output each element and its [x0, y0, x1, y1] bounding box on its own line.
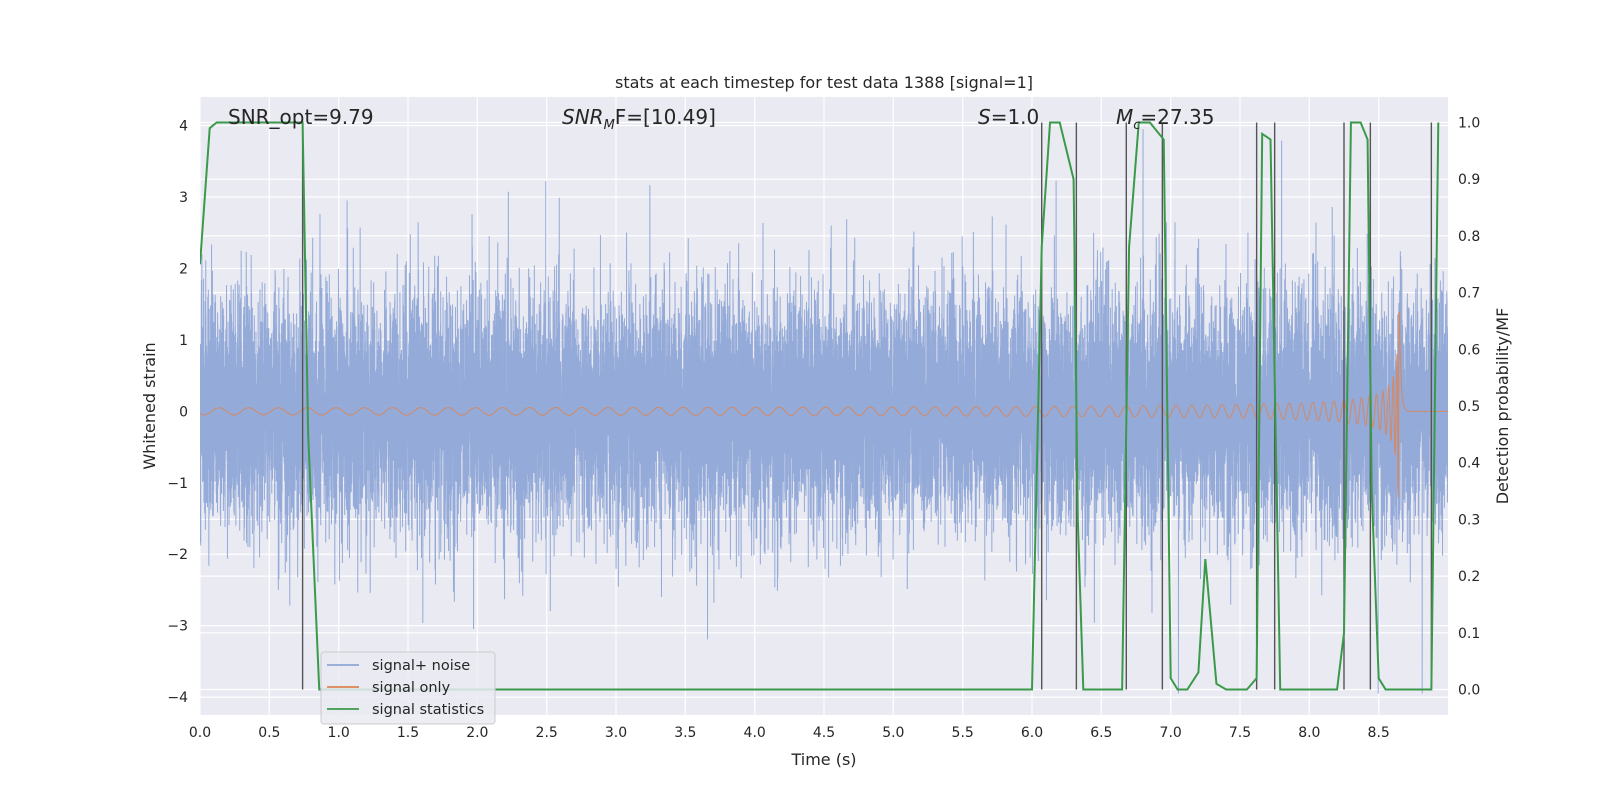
s-main: S — [978, 105, 991, 129]
y-right-tick-label: 0.1 — [1458, 626, 1480, 642]
x-tick-label: 3.5 — [674, 725, 696, 741]
y-right-tick-label: 1.0 — [1458, 116, 1480, 132]
legend: signal+ noise signal only signal statist… — [320, 651, 496, 725]
chart-title: stats at each timestep for test data 138… — [615, 73, 1033, 92]
x-tick-label: 5.0 — [882, 725, 904, 741]
noise-trace — [200, 129, 1448, 694]
y-left-tick-label: −4 — [167, 690, 188, 706]
x-tick-label: 8.0 — [1298, 725, 1320, 741]
y-right-tick-label: 0.0 — [1458, 682, 1480, 698]
noise-series — [200, 129, 1448, 694]
x-tick-labels: 0.0 0.5 1.0 1.5 2.0 2.5 3.0 3.5 4.0 4.5 5.0 5.5 6.0 6… — [189, 725, 1390, 741]
legend-label-noise: signal+ noise — [372, 658, 470, 674]
statistics-series — [200, 121, 1440, 691]
y-left-tick-label: 3 — [179, 190, 188, 206]
x-tick-label: 1.0 — [328, 725, 350, 741]
x-tick-label: 4.5 — [813, 725, 835, 741]
snr-mf-main: SNR — [562, 105, 604, 129]
s-annotation: S=1.0 — [978, 105, 1039, 129]
x-tick-label: 2.5 — [536, 725, 558, 741]
y-left-tick-label: 1 — [179, 333, 188, 349]
snr-opt-annotation: SNR_opt=9.79 — [228, 105, 374, 129]
x-tick-label: 3.0 — [605, 725, 627, 741]
y-left-tick-label: −3 — [167, 619, 188, 635]
mc-main: M — [1116, 105, 1133, 129]
x-tick-label: 2.0 — [466, 725, 488, 741]
legend-box — [320, 651, 496, 725]
y-left-axis-label: Whitened strain — [140, 342, 159, 469]
y-left-tick-label: −1 — [167, 476, 188, 492]
legend-label-signal: signal only — [372, 680, 451, 696]
x-tick-label: 8.5 — [1368, 725, 1390, 741]
x-tick-label: 0.5 — [258, 725, 280, 741]
snr-mf-tail: F=[10.49] — [615, 105, 716, 129]
y-right-tick-labels: 1.0 0.9 0.8 0.7 0.6 0.5 0.4 0.3 0.2 0.1 0.0 — [1458, 116, 1480, 699]
snr-mf-sub: M — [604, 118, 615, 133]
x-tick-label: 7.5 — [1229, 725, 1251, 741]
x-tick-label: 4.0 — [744, 725, 766, 741]
y-right-tick-label: 0.6 — [1458, 342, 1480, 358]
signal-only-series — [200, 311, 1448, 498]
y-left-tick-label: −2 — [167, 547, 188, 563]
x-tick-label: 6.0 — [1021, 725, 1043, 741]
y-left-tick-label: 2 — [179, 261, 188, 277]
mc-tail: =27.35 — [1140, 105, 1214, 129]
y-right-tick-label: 0.2 — [1458, 569, 1480, 585]
y-left-tick-label: 4 — [179, 119, 188, 135]
y-right-axis-label: Detection probability/MF — [1493, 308, 1512, 505]
y-right-tick-label: 0.7 — [1458, 286, 1480, 302]
x-tick-label: 5.5 — [952, 725, 974, 741]
y-right-tick-label: 0.4 — [1458, 456, 1480, 472]
x-tick-label: 7.0 — [1160, 725, 1182, 741]
y-right-tick-label: 0.8 — [1458, 229, 1480, 245]
signal-trace — [200, 311, 1448, 498]
statistics-trace — [200, 121, 1440, 691]
s-tail: =1.0 — [991, 105, 1040, 129]
x-axis-label: Time (s) — [790, 750, 856, 769]
y-left-tick-label: 0 — [179, 404, 188, 420]
legend-label-stats: signal statistics — [372, 702, 484, 718]
mc-sub: c — [1133, 118, 1140, 133]
x-tick-label: 1.5 — [397, 725, 419, 741]
x-tick-label: 6.5 — [1090, 725, 1112, 741]
y-right-tick-label: 0.5 — [1458, 399, 1480, 415]
y-right-tick-label: 0.3 — [1458, 512, 1480, 528]
x-tick-label: 0.0 — [189, 725, 211, 741]
y-right-tick-label: 0.9 — [1458, 172, 1480, 188]
mc-annotation: Mc=27.35 — [1116, 105, 1214, 133]
snr-mf-annotation: SNRMF=[10.49] — [562, 105, 716, 133]
y-left-tick-labels: 4 3 2 1 0 −1 −2 −3 −4 — [167, 119, 188, 707]
